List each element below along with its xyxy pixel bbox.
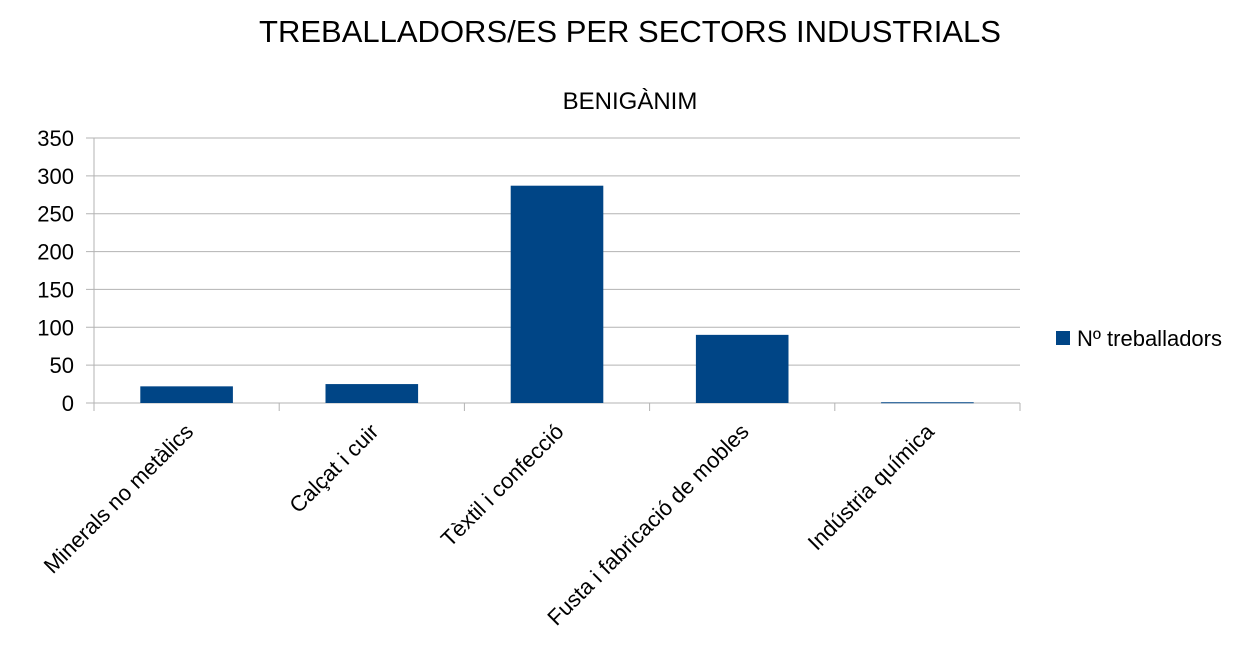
y-tick-label: 250	[37, 202, 74, 227]
y-tick-label: 50	[50, 353, 74, 378]
x-tick-label: Indústria química	[803, 418, 940, 555]
x-tick-label: Calçat i cuir	[284, 419, 383, 518]
bar-4	[695, 334, 789, 403]
x-tick-labels: Minerals no metàlics Calçat i cuir Tèxtil …	[39, 418, 940, 630]
bar-2	[325, 384, 419, 403]
legend-swatch	[1056, 331, 1070, 345]
y-tick-label: 0	[62, 391, 74, 416]
legend-label: Nº treballadors	[1077, 326, 1222, 351]
bars	[140, 185, 974, 404]
bar-5	[881, 402, 974, 404]
legend: Nº treballadors	[1056, 326, 1222, 351]
x-tick-label: Minerals no metàlics	[39, 419, 198, 578]
axes	[93, 138, 1021, 411]
bar-3	[510, 185, 604, 403]
y-tick-labels: 0 50 100 150 200 250 300 350	[37, 126, 74, 416]
y-tick-label: 100	[37, 315, 74, 340]
bar-1	[140, 386, 233, 403]
y-tick-label: 200	[37, 240, 74, 265]
y-tick-label: 300	[37, 164, 74, 189]
y-tick-label: 150	[37, 277, 74, 302]
x-tick-label: Tèxtil i confecció	[436, 419, 569, 552]
x-tick-label: Fusta i fabricació de mobles	[542, 419, 753, 630]
y-tick-label: 350	[37, 126, 74, 151]
chart-subtitle: BENIGÀNIM	[563, 88, 698, 115]
chart-title: TREBALLADORS/ES PER SECTORS INDUSTRIALS	[259, 14, 1001, 49]
